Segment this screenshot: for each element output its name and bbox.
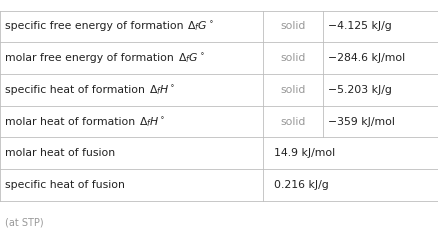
Text: −359 kJ/mol: −359 kJ/mol [328,117,394,127]
Text: molar heat of formation: molar heat of formation [5,117,138,127]
Text: molar heat of fusion: molar heat of fusion [5,148,115,158]
Text: $\Delta_f G^\circ$: $\Delta_f G^\circ$ [177,51,204,65]
Text: −4.125 kJ/g: −4.125 kJ/g [328,21,391,31]
Text: specific heat of formation: specific heat of formation [5,85,148,95]
Text: solid: solid [280,85,305,95]
Text: −5.203 kJ/g: −5.203 kJ/g [328,85,392,95]
Text: $\Delta_f H^\circ$: $\Delta_f H^\circ$ [138,115,165,129]
Text: $\Delta_f H^\circ$: $\Delta_f H^\circ$ [148,83,175,97]
Text: $\Delta_f G^\circ$: $\Delta_f G^\circ$ [187,20,214,33]
Text: 0.216 kJ/g: 0.216 kJ/g [274,180,328,190]
Text: solid: solid [280,21,305,31]
Text: molar free energy of formation: molar free energy of formation [5,53,177,63]
Text: solid: solid [280,53,305,63]
Text: 14.9 kJ/mol: 14.9 kJ/mol [274,148,335,158]
Text: (at STP): (at STP) [5,217,44,227]
Text: solid: solid [280,117,305,127]
Text: specific free energy of formation: specific free energy of formation [5,21,187,31]
Text: −284.6 kJ/mol: −284.6 kJ/mol [328,53,405,63]
Text: specific heat of fusion: specific heat of fusion [5,180,125,190]
